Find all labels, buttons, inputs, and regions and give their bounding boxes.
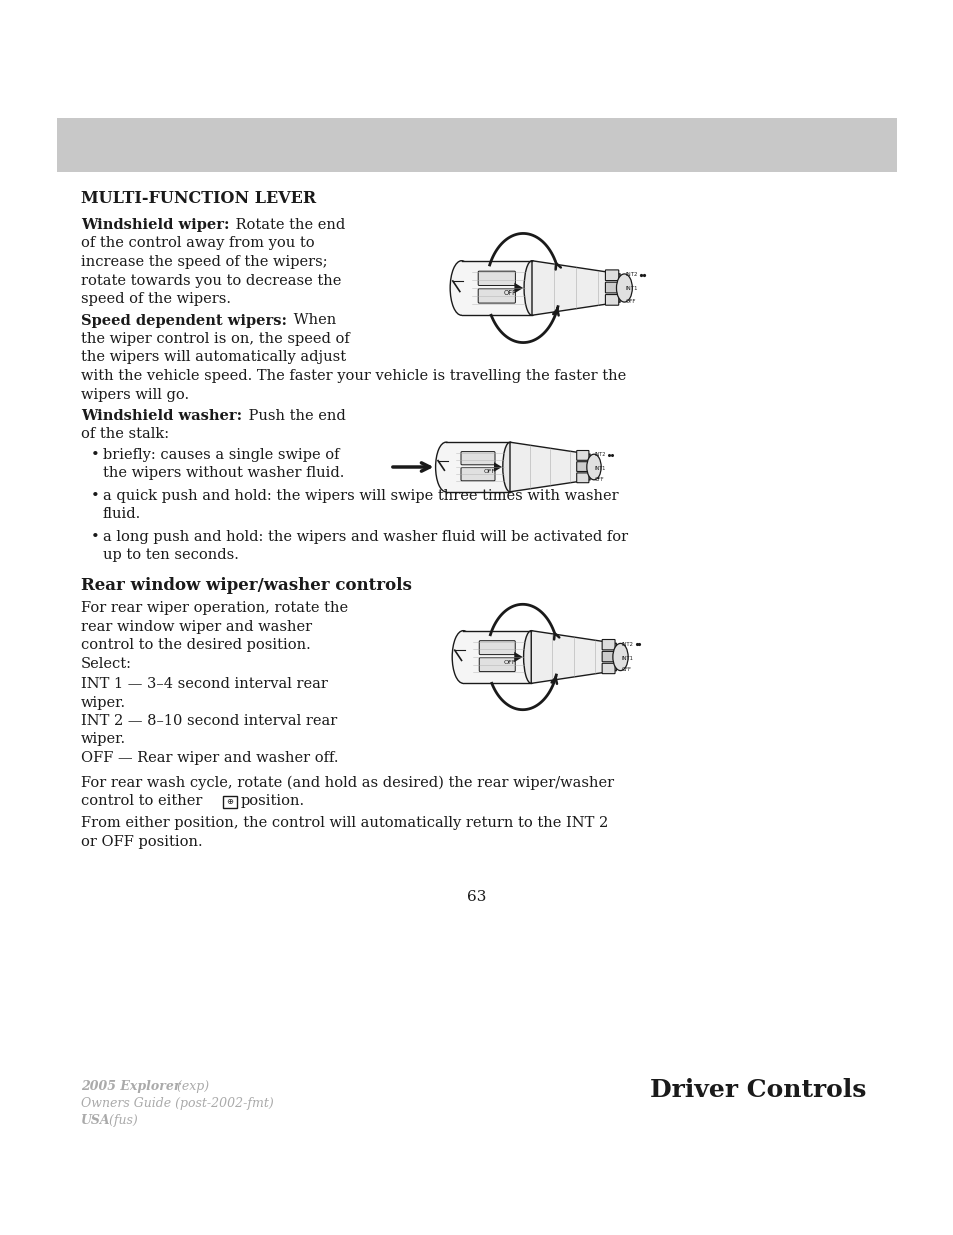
FancyBboxPatch shape [477, 289, 515, 303]
Text: fluid.: fluid. [103, 508, 141, 521]
FancyBboxPatch shape [601, 651, 615, 662]
Text: rear window wiper and washer: rear window wiper and washer [81, 620, 312, 634]
Text: control to the desired position.: control to the desired position. [81, 638, 311, 652]
Text: OFF: OFF [620, 667, 631, 672]
Text: When: When [289, 314, 335, 327]
Bar [57, 119, 896, 172]
Text: the wiper control is on, the speed of: the wiper control is on, the speed of [81, 332, 350, 346]
FancyBboxPatch shape [478, 641, 515, 655]
FancyBboxPatch shape [223, 797, 236, 808]
FancyBboxPatch shape [446, 442, 510, 492]
Text: •: • [91, 448, 100, 462]
Polygon shape [514, 652, 522, 662]
Text: INT2: INT2 [624, 272, 638, 277]
Text: For rear wiper operation, rotate the: For rear wiper operation, rotate the [81, 601, 348, 615]
Text: speed of the wipers.: speed of the wipers. [81, 291, 231, 306]
Text: of the control away from you to: of the control away from you to [81, 236, 314, 251]
Text: or OFF position.: or OFF position. [81, 835, 202, 848]
Text: For rear wash cycle, rotate (and hold as desired) the rear wiper/washer: For rear wash cycle, rotate (and hold as… [81, 776, 614, 790]
Text: Push the end: Push the end [244, 409, 346, 424]
Text: Select:: Select: [81, 657, 132, 671]
Text: 63: 63 [467, 890, 486, 904]
Text: (fus): (fus) [105, 1114, 137, 1128]
Text: Rear window wiper/washer controls: Rear window wiper/washer controls [81, 577, 412, 594]
Text: with the vehicle speed. The faster your vehicle is travelling the faster the: with the vehicle speed. The faster your … [81, 369, 625, 383]
Text: Windshield washer:: Windshield washer: [81, 409, 242, 424]
Ellipse shape [523, 261, 539, 315]
Text: wiper.: wiper. [81, 695, 126, 709]
Ellipse shape [436, 442, 456, 492]
Text: INT 1 — 3–4 second interval rear: INT 1 — 3–4 second interval rear [81, 677, 328, 692]
FancyBboxPatch shape [605, 294, 618, 305]
Text: OFF: OFF [483, 469, 496, 474]
Text: Windshield wiper:: Windshield wiper: [81, 219, 230, 232]
FancyBboxPatch shape [577, 462, 588, 472]
Ellipse shape [502, 442, 517, 492]
Text: OFF: OFF [594, 477, 604, 482]
FancyBboxPatch shape [605, 270, 618, 280]
Text: •: • [91, 530, 100, 543]
Text: INT2: INT2 [620, 642, 633, 647]
Text: •: • [91, 489, 100, 503]
Text: INT1: INT1 [624, 287, 638, 291]
Text: OFF: OFF [503, 659, 516, 664]
Text: (exp): (exp) [172, 1079, 209, 1093]
Text: INT2: INT2 [594, 452, 605, 457]
Text: 2005 Explorer: 2005 Explorer [81, 1079, 180, 1093]
FancyBboxPatch shape [477, 272, 515, 285]
Text: increase the speed of the wipers;: increase the speed of the wipers; [81, 254, 327, 269]
Text: wipers will go.: wipers will go. [81, 388, 189, 401]
Text: rotate towards you to decrease the: rotate towards you to decrease the [81, 273, 341, 288]
Text: INT 2 — 8–10 second interval rear: INT 2 — 8–10 second interval rear [81, 714, 337, 727]
FancyBboxPatch shape [601, 663, 615, 673]
Text: OFF: OFF [503, 290, 516, 296]
Text: a quick push and hold: the wipers will swipe three times with washer: a quick push and hold: the wipers will s… [103, 489, 618, 503]
Ellipse shape [452, 631, 474, 683]
Text: a long push and hold: the wipers and washer fluid will be activated for: a long push and hold: the wipers and was… [103, 530, 627, 543]
Text: INT1: INT1 [594, 466, 605, 471]
FancyBboxPatch shape [577, 451, 588, 461]
PathPatch shape [510, 442, 589, 492]
Text: OFF: OFF [624, 299, 635, 304]
Text: control to either: control to either [81, 794, 202, 808]
Text: INT1: INT1 [620, 656, 633, 661]
Text: position.: position. [241, 794, 305, 808]
Text: wiper.: wiper. [81, 732, 126, 746]
Text: up to ten seconds.: up to ten seconds. [103, 548, 238, 562]
FancyBboxPatch shape [601, 640, 615, 650]
Text: OFF — Rear wiper and washer off.: OFF — Rear wiper and washer off. [81, 751, 338, 764]
PathPatch shape [531, 631, 616, 683]
Text: USA: USA [81, 1114, 111, 1128]
Ellipse shape [616, 274, 632, 303]
FancyBboxPatch shape [478, 658, 515, 672]
FancyBboxPatch shape [463, 631, 531, 683]
Polygon shape [514, 283, 522, 293]
Text: Driver Controls: Driver Controls [649, 1078, 865, 1102]
Text: MULTI-FUNCTION LEVER: MULTI-FUNCTION LEVER [81, 190, 315, 207]
FancyBboxPatch shape [461, 261, 532, 315]
Ellipse shape [586, 454, 600, 480]
Text: the wipers without washer fluid.: the wipers without washer fluid. [103, 467, 344, 480]
Polygon shape [494, 462, 501, 472]
Ellipse shape [523, 631, 538, 683]
FancyBboxPatch shape [460, 452, 495, 464]
FancyBboxPatch shape [605, 283, 618, 293]
Ellipse shape [450, 261, 473, 315]
Text: the wipers will automatically adjust: the wipers will automatically adjust [81, 351, 346, 364]
FancyBboxPatch shape [577, 473, 588, 483]
Text: From either position, the control will automatically return to the INT 2: From either position, the control will a… [81, 816, 608, 830]
Text: Speed dependent wipers:: Speed dependent wipers: [81, 314, 287, 327]
Text: Owners Guide (post-2002-fmt): Owners Guide (post-2002-fmt) [81, 1097, 274, 1110]
PathPatch shape [532, 261, 619, 315]
Text: of the stalk:: of the stalk: [81, 427, 169, 441]
FancyBboxPatch shape [460, 468, 495, 480]
Ellipse shape [612, 643, 627, 671]
Text: briefly: causes a single swipe of: briefly: causes a single swipe of [103, 448, 339, 462]
Text: ⊕: ⊕ [226, 798, 233, 806]
Text: Rotate the end: Rotate the end [232, 219, 345, 232]
